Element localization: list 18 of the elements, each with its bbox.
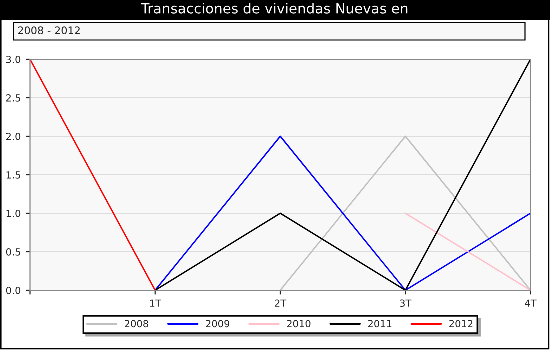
y-tick-label: 1.0 — [6, 210, 21, 218]
legend-label: 2011 — [368, 320, 392, 328]
x-tick-label: 4T — [525, 300, 537, 307]
y-tick-label: 3.0 — [6, 56, 21, 64]
y-tick-label: 0.0 — [6, 286, 21, 294]
x-tick-label: 1T — [150, 300, 162, 307]
legend-label: 2009 — [206, 320, 230, 328]
y-tick-label: 1.5 — [6, 172, 20, 179]
x-tick-label: 3T — [400, 300, 412, 308]
y-tick-label: 2.5 — [6, 94, 20, 102]
y-tick-label: 0.5 — [6, 248, 20, 256]
chart-subtitle: 2008 - 2012 — [18, 26, 80, 35]
y-tick-label: 2.0 — [6, 132, 21, 140]
x-tick-label: 2T — [275, 300, 287, 307]
legend-label: 2012 — [450, 320, 473, 328]
chart-title: Transacciones de viviendas Nuevas en — [141, 3, 408, 14]
legend-label: 2008 — [125, 320, 148, 328]
legend-label: 2010 — [287, 320, 311, 328]
